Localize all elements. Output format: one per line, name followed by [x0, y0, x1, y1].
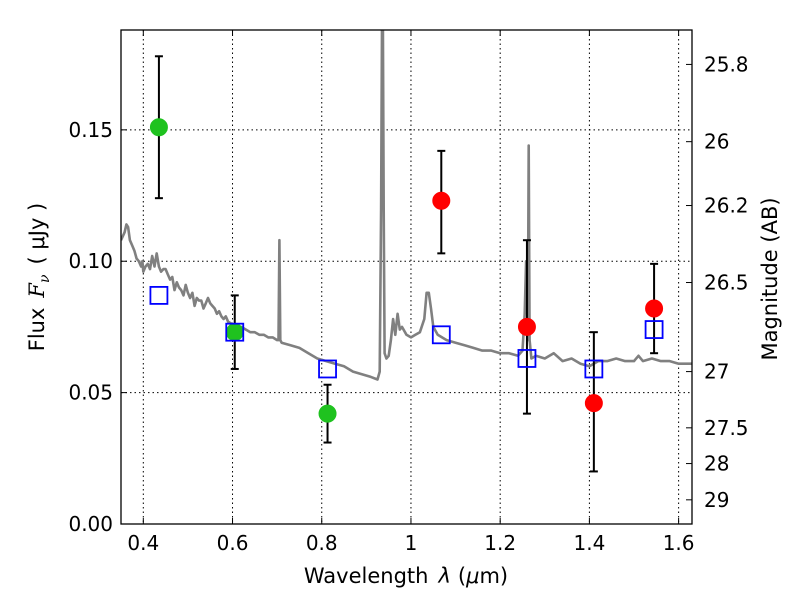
x-tick-label: 1	[405, 531, 418, 555]
x-axis-title: Wavelength λ (μm)	[304, 564, 508, 588]
y-tick-label: 0.15	[68, 118, 113, 142]
model-square-point	[225, 322, 245, 342]
y-axis-title: FluxFν( μJy )	[25, 203, 53, 351]
plot-area	[121, 30, 692, 473]
errorbars	[154, 55, 659, 473]
data-point	[432, 191, 451, 210]
y2-tick-label: 26.5	[704, 271, 749, 295]
x-tick-label: 0.6	[217, 531, 249, 555]
data-point	[149, 118, 168, 137]
data-point	[225, 323, 244, 342]
model-square-point	[584, 359, 604, 379]
y2-axis-title: Magnitude (AB)	[758, 197, 782, 360]
model-square-point	[431, 325, 451, 345]
model-square-point	[149, 285, 169, 305]
y2-tick-label: 28	[704, 452, 729, 476]
x-tick-label: 1.4	[573, 531, 605, 555]
x-tick-label: 1.2	[484, 531, 516, 555]
y2-tick-label: 26.2	[704, 194, 749, 218]
model-square-point	[644, 320, 664, 339]
plot-frame	[120, 29, 693, 525]
y2-tick-label: 26	[704, 130, 729, 154]
y-tick-label: 0.00	[68, 512, 113, 536]
y2-tick-label: 29	[704, 488, 729, 512]
x-tick-label: 0.4	[127, 531, 159, 555]
y2-tick-label: 25.8	[704, 52, 749, 76]
model-square-point	[318, 359, 337, 379]
markers	[149, 118, 664, 423]
x-tick-label: 1.6	[663, 531, 695, 555]
x-tick-label: 0.8	[306, 531, 338, 555]
data-point	[318, 404, 337, 423]
model-spectrum-line	[121, 30, 692, 381]
grid	[121, 30, 692, 525]
data-point	[584, 394, 603, 413]
data-point	[645, 299, 664, 318]
model-square-point	[517, 349, 537, 368]
y2-tick-label: 27.5	[704, 416, 749, 440]
y-tick-label: 0.05	[68, 381, 113, 405]
ticks: 0.4 0.6 0.8 1 1.2 1.4 1.6 0.00 0.05 0.10 0.15 25.8 2…	[68, 30, 749, 555]
y-tick-label: 0.10	[68, 249, 113, 273]
data-point	[517, 317, 536, 336]
y2-tick-label: 27	[704, 360, 729, 384]
